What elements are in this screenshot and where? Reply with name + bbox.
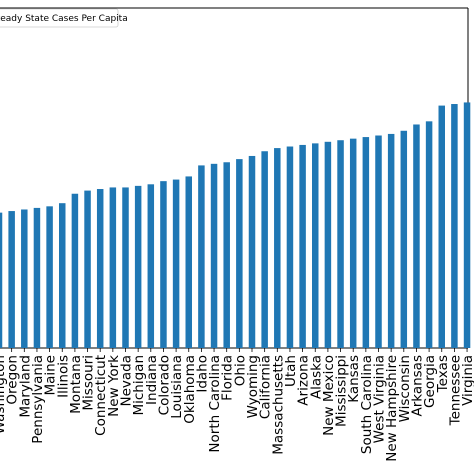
x-tick-label: Georgia xyxy=(422,355,438,408)
bar-louisiana xyxy=(172,179,180,348)
x-tick-label: New York xyxy=(106,355,122,417)
x-tick-label: Florida xyxy=(220,355,236,401)
bars-group xyxy=(0,102,471,349)
x-tick-label: Wyoming xyxy=(245,355,261,418)
bar-florida xyxy=(223,162,230,348)
bar-kansas xyxy=(349,138,357,348)
bar-texas xyxy=(438,105,445,348)
x-tick-label: New Mexico xyxy=(321,355,337,436)
bar-indiana xyxy=(147,184,155,348)
bar-colorado xyxy=(160,181,167,348)
bar-alaska xyxy=(312,143,319,348)
bar-arkansas xyxy=(413,124,420,348)
bar-michigan xyxy=(134,185,142,348)
bar-south-carolina xyxy=(362,137,370,348)
bar-utah xyxy=(286,146,294,348)
bar-wyoming xyxy=(248,155,256,348)
x-tick-label: Arizona xyxy=(296,355,312,406)
x-tick-label: West Virginia xyxy=(372,355,388,443)
x-tick-label: New Hampshire xyxy=(384,355,400,462)
x-tick-label: Idaho xyxy=(194,355,210,393)
x-tick-label: Utah xyxy=(283,355,299,387)
bar-california xyxy=(261,151,268,348)
x-tick-label: Pennsylvania xyxy=(30,355,46,444)
x-tick-label: South Carolina xyxy=(359,355,375,454)
bar-new-mexico xyxy=(324,141,332,348)
x-tick-label: Ohio xyxy=(232,355,248,386)
bar-maryland xyxy=(21,209,28,348)
x-tick-label: Oregon xyxy=(5,355,21,405)
x-tick-label: Mississippi xyxy=(334,355,350,427)
bar-oregon xyxy=(8,211,15,348)
bar-washington xyxy=(0,212,3,348)
x-tick-label: Louisiana xyxy=(169,355,185,419)
x-tick-label: Alaska xyxy=(308,355,324,399)
x-tick-label: Arkansas xyxy=(409,355,425,417)
legend-box xyxy=(0,8,119,28)
bar-west-virginia xyxy=(375,135,382,348)
bar-nevada xyxy=(122,187,129,348)
x-tick-label: Missouri xyxy=(81,355,97,411)
bar-montana xyxy=(71,193,79,348)
x-tick-label: Wisconsin xyxy=(397,355,413,422)
bar-missouri xyxy=(84,190,91,348)
bar-north-carolina xyxy=(210,163,218,348)
x-tick-label: Maine xyxy=(43,355,59,396)
x-tick-label: Michigan xyxy=(131,355,147,416)
bar-oklahoma xyxy=(185,176,192,348)
legend-label: Steady State Cases Per Capita xyxy=(0,14,128,24)
x-tick-label: California xyxy=(258,355,274,419)
bar-pennsylvania xyxy=(33,207,41,348)
x-tick-label: Tennessee xyxy=(447,355,463,426)
bar-wisconsin xyxy=(400,130,408,348)
bar-connecticut xyxy=(96,189,104,348)
legend: Steady State Cases Per Capita xyxy=(0,8,128,28)
x-tick-label: Washington xyxy=(0,355,8,434)
x-tick-label: Montana xyxy=(68,355,84,414)
bar-mississippi xyxy=(337,140,344,348)
x-tick-label: Nevada xyxy=(119,355,135,407)
bar-new-york xyxy=(109,187,117,348)
x-tick-label: Connecticut xyxy=(93,355,109,436)
x-tick-label: North Carolina xyxy=(207,355,223,453)
bar-tennessee xyxy=(451,104,458,349)
bar-arizona xyxy=(299,144,306,348)
bar-ohio xyxy=(236,159,243,348)
x-tick-label: Oklahoma xyxy=(182,355,198,424)
bar-georgia xyxy=(425,121,433,348)
plot-frame xyxy=(0,7,469,349)
bar-virginia xyxy=(463,102,471,348)
bar-idaho xyxy=(198,165,205,348)
bar-new-hampshire xyxy=(387,133,395,348)
x-tick-label: Kansas xyxy=(346,355,362,403)
x-ticks-group xyxy=(11,348,468,352)
x-tick-labels-group: WashingtonOregonMarylandPennsylvaniaMain… xyxy=(0,355,474,462)
bar-illinois xyxy=(59,203,66,348)
bar-massachusetts xyxy=(274,148,281,348)
x-tick-label: Illinois xyxy=(55,355,71,398)
x-tick-label: Virginia xyxy=(460,355,474,406)
bar-maine xyxy=(46,206,53,348)
x-tick-label: Maryland xyxy=(17,355,33,418)
x-tick-label: Colorado xyxy=(156,355,172,415)
x-tick-label: Indiana xyxy=(144,355,160,405)
x-tick-label: Massachusetts xyxy=(270,355,286,455)
x-tick-label: Texas xyxy=(435,355,451,393)
